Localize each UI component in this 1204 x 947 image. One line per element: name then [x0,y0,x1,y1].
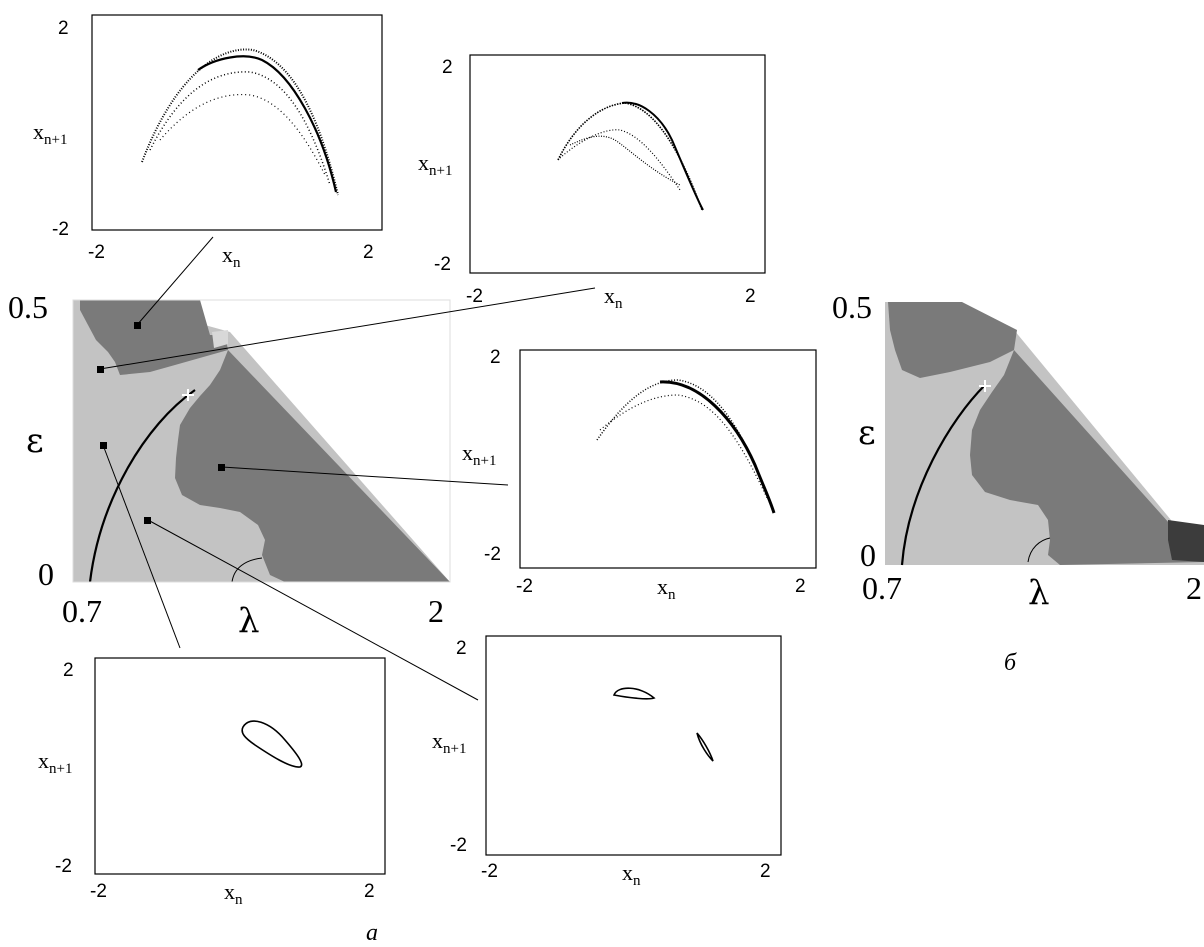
inset-x-right: 2 [364,881,375,902]
inset-attractor [159,93,326,176]
inset-y-label: xn+1 [418,150,452,179]
main-map-small-arc [231,557,263,583]
inset-attractor [197,55,338,193]
inset-bottom-left: 2 -2 -2 2 xn+1 xn [38,657,386,908]
caption-a: а [366,920,378,946]
main-map-y-top-label: 0.5 [8,289,48,325]
main-map-chaos-region-top [80,300,228,375]
inset-attractor [141,48,339,196]
inset-x-left: -2 [88,242,105,263]
main-map-x-axis-label: λ [238,601,260,641]
inset-bottom-center: 2 -2 -2 2 xn+1 xn [432,635,782,889]
inset-x-left: -2 [90,881,107,902]
main-map-y-bottom-label: 0 [38,556,54,592]
inset-y-label: xn+1 [33,119,67,148]
inset-y-top: 2 [456,638,467,659]
inset-x-right: 2 [795,576,806,597]
inset-frame [91,14,383,231]
inset-x-label: xn [222,242,241,271]
inset-y-bottom: -2 [55,856,72,877]
main-map-y-axis-label: ε [26,421,44,461]
inset-y-bottom: -2 [52,219,69,240]
inset-y-label: xn+1 [462,440,496,469]
inset-y-bottom: -2 [434,254,451,275]
right-map-stability-curve [900,384,986,566]
inset-x-label: xn [604,283,623,312]
inset-x-label: xn [657,574,676,603]
connector-top-left [136,236,214,326]
connector-lines [99,236,596,701]
inset-middle-right: 2 -2 -2 2 xn+1 xn [462,347,817,603]
right-map-chaos-region-top [888,302,1017,378]
inset-attractor [559,129,681,191]
inset-top-center: 2 -2 -2 2 xn+1 xn [418,54,766,312]
connector-middle-right [221,466,509,486]
main-map-star [182,389,194,401]
inset-y-top: 2 [63,660,74,681]
inset-y-label: xn+1 [38,748,72,777]
main-map-chaos-region-main [175,350,450,582]
right-map-y-axis-label: ε [858,413,876,453]
connector-bottom-left [102,444,181,649]
inset-x-label: xn [224,879,243,908]
main-map-x-right-label: 2 [428,593,444,629]
inset-torus-curve [241,720,303,768]
right-map-x-axis-label: λ [1028,573,1050,613]
inset-attractor [659,380,776,514]
right-parameter-map: 0.5 0 0.7 2 ε λ б [832,289,1204,676]
right-map-x-right-label: 2 [1186,570,1202,606]
main-map-x-left-label: 0.7 [62,593,102,629]
right-map-very-dark-region [1168,520,1204,562]
inset-frame [519,349,817,569]
inset-x-left: -2 [481,861,498,882]
inset-frame [485,635,782,856]
main-map-white-edge [212,330,228,348]
inset-frame [469,54,766,274]
inset-x-right: 2 [363,242,374,263]
connector-bottom-center [147,519,479,701]
inset-top-left: 2 -2 -2 2 xn+1 xn [33,14,383,271]
right-map-star [979,380,991,392]
right-map-y-top-label: 0.5 [832,289,872,325]
inset-y-bottom: -2 [450,835,467,856]
inset-loop-upper [612,687,656,700]
inset-x-right: 2 [745,286,756,307]
inset-attractor [621,101,704,211]
inset-frame [94,657,386,875]
inset-x-left: -2 [516,576,533,597]
inset-x-label: xn [622,860,641,889]
right-map-x-left-label: 0.7 [862,570,902,606]
inset-attractor [599,394,769,501]
inset-y-bottom: -2 [484,544,501,565]
connector-top-center [99,287,596,370]
inset-y-top: 2 [490,347,501,368]
inset-x-right: 2 [760,861,771,882]
marker-top-center [97,366,104,373]
inset-loop-lower [696,732,714,762]
inset-y-top: 2 [442,57,453,78]
inset-y-label: xn+1 [432,728,466,757]
main-parameter-map: 0.5 0 0.7 2 ε λ [8,289,451,641]
marker-middle-right [218,464,225,471]
main-map-stability-curve [88,389,196,583]
marker-top-left [134,322,141,329]
caption-b: б [1004,650,1017,676]
inset-x-left: -2 [466,286,483,307]
marker-bottom-center [144,517,151,524]
right-map-chaos-region-main [970,350,1204,565]
inset-y-top: 2 [58,18,69,39]
right-map-small-arc [1027,537,1051,563]
inset-attractor [569,135,681,186]
right-map-y-bottom-label: 0 [860,537,876,573]
